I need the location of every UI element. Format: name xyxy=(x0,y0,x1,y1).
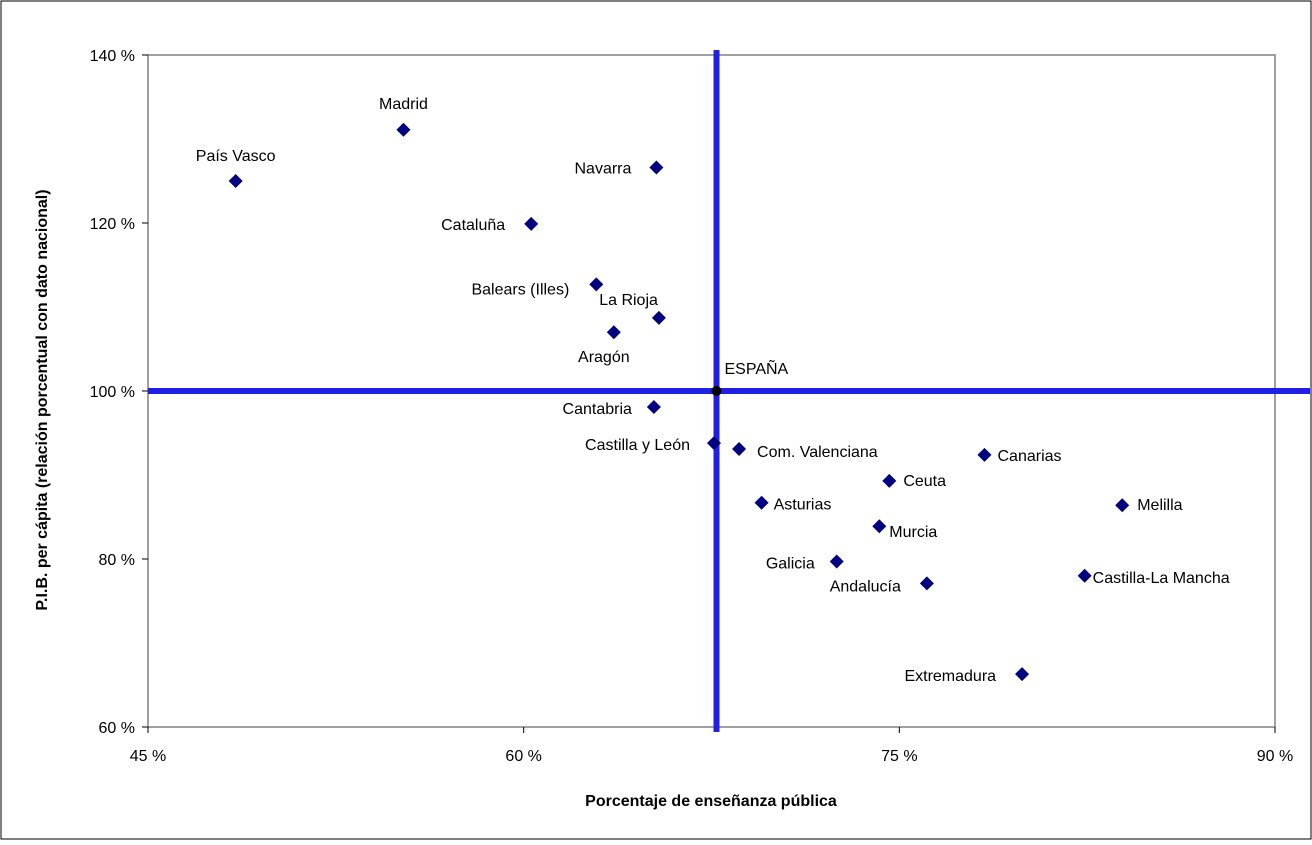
x-tick-label: 75 % xyxy=(881,748,917,765)
point-label-7: ESPAÑA xyxy=(725,358,789,378)
y-axis-title: P.I.B. per cápita (relación porcentual c… xyxy=(34,189,51,610)
point-label-11: Canarias xyxy=(997,448,1061,465)
point-label-15: Murcia xyxy=(889,524,937,541)
point-label-12: Ceuta xyxy=(903,473,946,490)
point-label-10: Com. Valenciana xyxy=(757,444,878,461)
point-label-16: Galicia xyxy=(766,556,815,573)
x-axis-title: Porcentaje de enseñanza pública xyxy=(585,793,837,810)
point-marker-7 xyxy=(711,386,722,396)
point-marker-18 xyxy=(919,576,934,591)
point-label-14: Melilla xyxy=(1137,497,1182,514)
point-marker-9 xyxy=(707,436,722,451)
point-marker-19 xyxy=(1015,667,1030,682)
point-marker-1 xyxy=(396,122,411,137)
point-marker-11 xyxy=(977,447,992,462)
point-label-19: Extremadura xyxy=(904,668,996,685)
x-tick-label: 60 % xyxy=(505,748,541,765)
point-label-13: Asturias xyxy=(774,497,832,514)
point-marker-3 xyxy=(524,216,539,231)
point-marker-8 xyxy=(646,399,661,414)
point-label-4: Balears (Illes) xyxy=(471,281,569,298)
point-marker-16 xyxy=(829,554,844,569)
point-label-3: Cataluña xyxy=(441,217,505,234)
point-marker-17 xyxy=(1077,568,1092,583)
point-label-9: Castilla y León xyxy=(585,437,690,454)
point-label-0: País Vasco xyxy=(196,148,276,165)
point-label-18: Andalucía xyxy=(830,578,901,595)
point-marker-0 xyxy=(228,174,243,188)
point-label-8: Cantabria xyxy=(563,401,632,418)
point-label-2: Navarra xyxy=(574,161,631,178)
point-marker-13 xyxy=(754,495,769,510)
point-marker-15 xyxy=(872,519,887,534)
point-marker-6 xyxy=(606,325,621,340)
y-tick-label: 80 % xyxy=(99,552,135,569)
point-marker-2 xyxy=(649,160,664,175)
data-points xyxy=(228,122,1130,682)
point-label-6: Aragón xyxy=(578,349,630,366)
point-marker-5 xyxy=(651,310,666,325)
y-axis-ticks: 60 % 80 % 100 % 120 % 140 % xyxy=(90,48,148,737)
y-tick-label: 100 % xyxy=(90,384,135,401)
y-tick-label: 120 % xyxy=(90,216,135,233)
x-tick-label: 90 % xyxy=(1257,748,1293,765)
x-tick-label: 45 % xyxy=(130,748,166,765)
point-label-5: La Rioja xyxy=(599,292,658,309)
y-tick-label: 60 % xyxy=(99,720,135,737)
point-labels: País Vasco Madrid Navarra Cataluña Balears (… xyxy=(196,96,1230,685)
point-marker-14 xyxy=(1115,498,1130,513)
point-label-1: Madrid xyxy=(379,96,428,113)
x-axis-ticks: 45 % 60 % 75 % 90 % xyxy=(130,727,1293,765)
point-marker-10 xyxy=(732,441,747,456)
point-marker-4 xyxy=(589,277,604,292)
point-label-17: Castilla-La Mancha xyxy=(1093,570,1230,587)
point-marker-12 xyxy=(882,473,897,488)
y-tick-label: 140 % xyxy=(90,48,135,65)
